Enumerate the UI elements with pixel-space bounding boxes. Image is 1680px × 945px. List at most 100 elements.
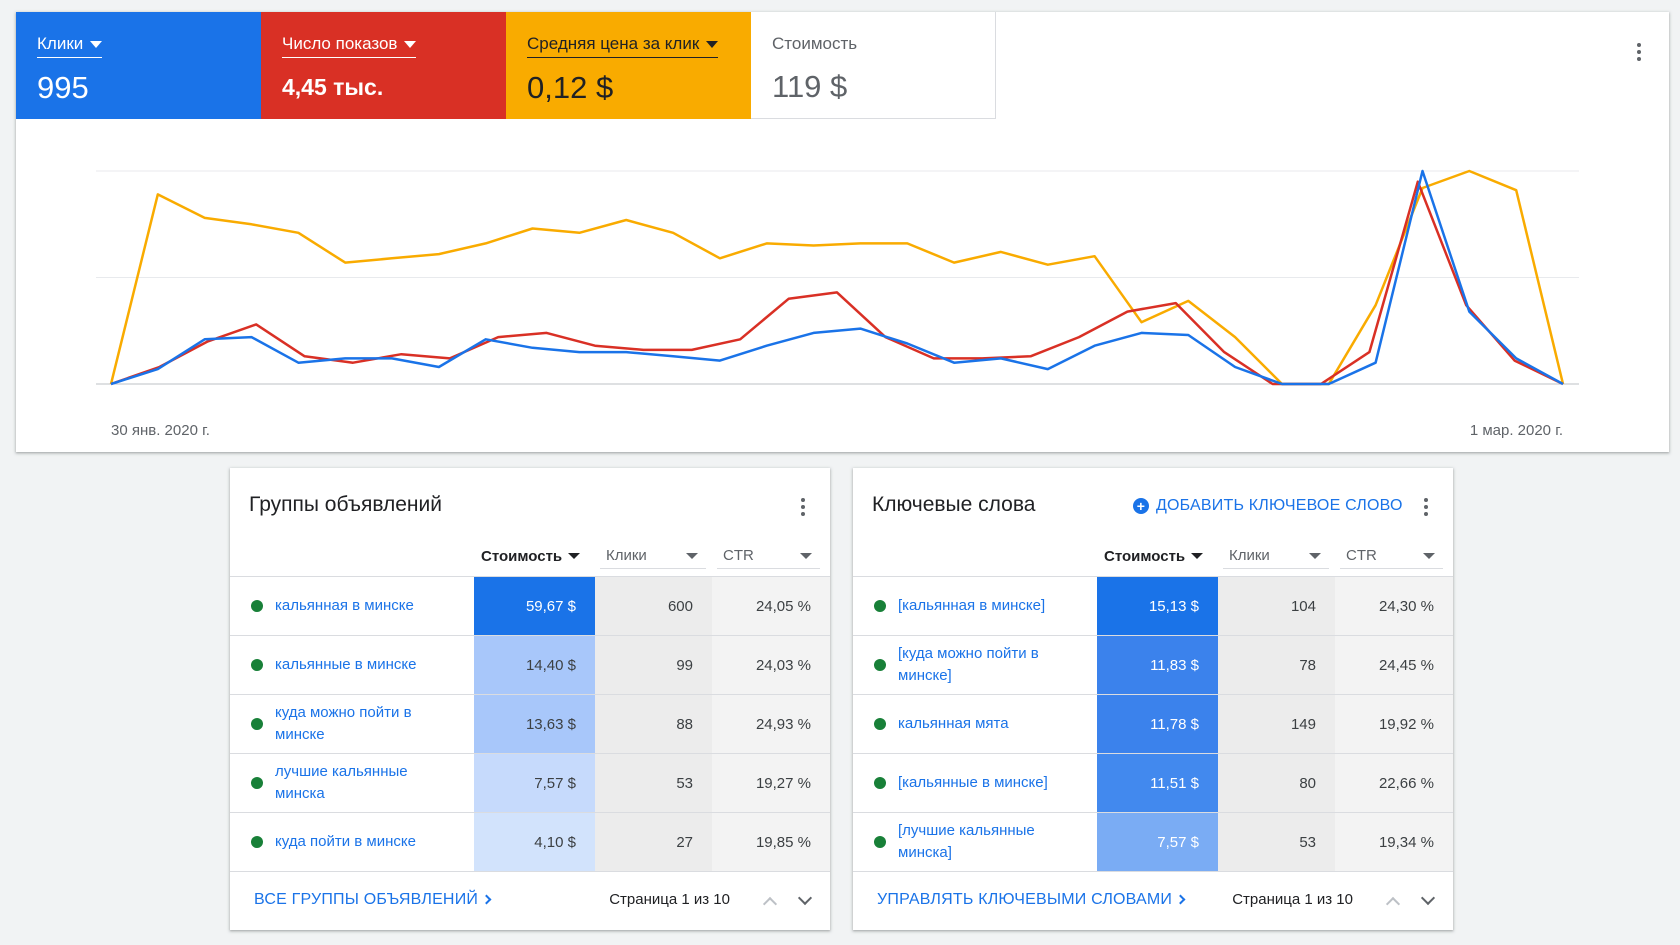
cost-cell: 11,51 $ (1097, 754, 1218, 812)
caret-down-icon (90, 40, 103, 48)
ctr-cell: 24,45 % (1335, 636, 1453, 694)
series-line-2 (110, 169, 1564, 386)
more-options-icon[interactable] (791, 495, 815, 519)
metric-clicks-label: Клики (37, 34, 84, 53)
chevron-right-icon (481, 894, 492, 905)
table-row[interactable]: [куда можно пойти в минске] 11,83 $78 24,4… (853, 636, 1453, 695)
column-label: Стоимость (481, 547, 563, 565)
clicks-cell: 600 (595, 577, 712, 635)
chevron-up-icon[interactable] (1383, 891, 1403, 911)
metric-cost-value: 119 $ (772, 69, 848, 104)
column-cost-header[interactable]: Стоимость (1097, 543, 1218, 569)
table-header: Стоимость Клики CTR (230, 543, 830, 569)
chevron-down-icon[interactable] (1418, 891, 1438, 911)
table-row[interactable]: кальянные в минске 14,40 $99 24,03 % (230, 636, 830, 695)
chevron-down-icon[interactable] (795, 891, 815, 911)
more-options-icon[interactable] (1627, 40, 1651, 64)
row-name-link[interactable]: кальянная в минске (275, 597, 414, 614)
column-clicks-header[interactable]: Клики (600, 543, 706, 569)
metric-avg-cpc[interactable]: Средняя цена за клик 0,12 $ (506, 12, 751, 119)
keywords-table-body: [кальянная в минске] 15,13 $104 24,30 % [ку… (853, 576, 1453, 872)
cost-cell: 59,67 $ (474, 577, 595, 635)
chevron-up-icon[interactable] (760, 891, 780, 911)
ctr-cell: 19,27 % (712, 754, 830, 812)
table-row[interactable]: кальянная мята 11,78 $149 19,92 % (853, 695, 1453, 754)
status-enabled-icon (251, 836, 263, 848)
clicks-cell: 78 (1218, 636, 1335, 694)
table-row[interactable]: [кальянная в минске] 15,13 $104 24,30 % (853, 577, 1453, 636)
dropdown-caret-icon (1309, 553, 1321, 559)
table-row[interactable]: [кальянные в минске] 11,51 $80 22,66 % (853, 754, 1453, 813)
clicks-cell: 149 (1218, 695, 1335, 753)
table-row[interactable]: кальянная в минске 59,67 $600 24,05 % (230, 577, 830, 636)
metric-impressions-selector[interactable]: Число показов (282, 34, 417, 58)
table-row[interactable]: лучшие кальянные минска 7,57 $53 19,27 % (230, 754, 830, 813)
column-cost-header[interactable]: Стоимость (474, 543, 595, 569)
metric-avg-cpc-value: 0,12 $ (527, 70, 614, 105)
clicks-cell: 53 (595, 754, 712, 812)
table-row[interactable]: [лучшие кальянные минска] 7,57 $53 19,34 % (853, 813, 1453, 872)
add-keyword-button[interactable]: + ДОБАВИТЬ КЛЮЧЕВОЕ СЛОВО (1133, 497, 1403, 515)
keywords-title: Ключевые слова (872, 493, 1036, 516)
column-label: Клики (1229, 547, 1270, 564)
column-ctr-header[interactable]: CTR (717, 543, 820, 569)
table-row[interactable]: куда можно пойти в минске 13,63 $88 24,93 … (230, 695, 830, 754)
cost-cell: 15,13 $ (1097, 577, 1218, 635)
x-axis-start-label: 30 янв. 2020 г. (111, 422, 210, 439)
adgroups-panel: Группы объявлений Стоимость Клики CTR ка… (230, 468, 830, 930)
status-enabled-icon (874, 659, 886, 671)
ctr-cell: 24,05 % (712, 577, 830, 635)
sort-caret-icon (568, 553, 581, 559)
metric-clicks[interactable]: Клики 995 (16, 12, 261, 119)
caret-down-icon (706, 40, 719, 48)
panel-footer: ВСЕ ГРУППЫ ОБЪЯВЛЕНИЙ Страница 1 из 10 (230, 883, 830, 917)
metric-impressions[interactable]: Число показов 4,45 тыс. (261, 12, 506, 119)
column-clicks-header[interactable]: Клики (1223, 543, 1329, 569)
row-name-link[interactable]: [кальянные в минске] (898, 774, 1048, 791)
row-name-link[interactable]: куда пойти в минске (275, 833, 416, 850)
dropdown-caret-icon (800, 553, 812, 559)
dropdown-caret-icon (1423, 553, 1435, 559)
metric-clicks-value: 995 (37, 70, 89, 105)
all-adgroups-link[interactable]: ВСЕ ГРУППЫ ОБЪЯВЛЕНИЙ (254, 891, 492, 909)
status-enabled-icon (874, 600, 886, 612)
row-name-link[interactable]: кальянная мята (898, 715, 1009, 732)
performance-line-chart: 30 янв. 2020 г. 1 мар. 2020 г. (96, 169, 1579, 439)
ctr-cell: 19,92 % (1335, 695, 1453, 753)
add-keyword-label: ДОБАВИТЬ КЛЮЧЕВОЕ СЛОВО (1156, 497, 1403, 514)
clicks-cell: 80 (1218, 754, 1335, 812)
add-circle-icon: + (1133, 498, 1149, 514)
status-enabled-icon (874, 718, 886, 730)
column-label: Клики (606, 547, 647, 564)
status-enabled-icon (251, 659, 263, 671)
table-row[interactable]: куда пойти в минске 4,10 $27 19,85 % (230, 813, 830, 872)
clicks-cell: 99 (595, 636, 712, 694)
metric-clicks-selector[interactable]: Клики (37, 34, 103, 58)
row-name-link[interactable]: [куда можно пойти в минске] (898, 645, 1039, 684)
column-ctr-header[interactable]: CTR (1340, 543, 1443, 569)
column-label: CTR (723, 547, 754, 564)
row-name-link[interactable]: лучшие кальянные минска (275, 763, 408, 802)
manage-keywords-link[interactable]: УПРАВЛЯТЬ КЛЮЧЕВЫМИ СЛОВАМИ (877, 891, 1186, 909)
ctr-cell: 24,30 % (1335, 577, 1453, 635)
link-label: УПРАВЛЯТЬ КЛЮЧЕВЫМИ СЛОВАМИ (877, 891, 1173, 908)
metric-avg-cpc-label: Средняя цена за клик (527, 34, 700, 53)
metric-cost[interactable]: Стоимость 119 $ (751, 12, 996, 119)
row-name-link[interactable]: куда можно пойти в минске (275, 704, 412, 743)
clicks-cell: 27 (595, 813, 712, 871)
status-enabled-icon (251, 718, 263, 730)
row-name-link[interactable]: [кальянная в минске] (898, 597, 1046, 614)
series-line-1 (110, 180, 1564, 386)
metric-impressions-label: Число показов (282, 34, 398, 53)
metric-avg-cpc-selector[interactable]: Средняя цена за клик (527, 34, 719, 58)
clicks-cell: 104 (1218, 577, 1335, 635)
metric-impressions-value: 4,45 тыс. (282, 74, 384, 100)
row-name-link[interactable]: [лучшие кальянные минска] (898, 822, 1035, 861)
row-name-link[interactable]: кальянные в минске (275, 656, 417, 673)
chart-lines (109, 169, 1565, 386)
ctr-cell: 24,03 % (712, 636, 830, 694)
more-options-icon[interactable] (1414, 495, 1438, 519)
status-enabled-icon (874, 836, 886, 848)
pagination-label: Страница 1 из 10 (1232, 891, 1353, 908)
column-label: Стоимость (1104, 547, 1186, 565)
